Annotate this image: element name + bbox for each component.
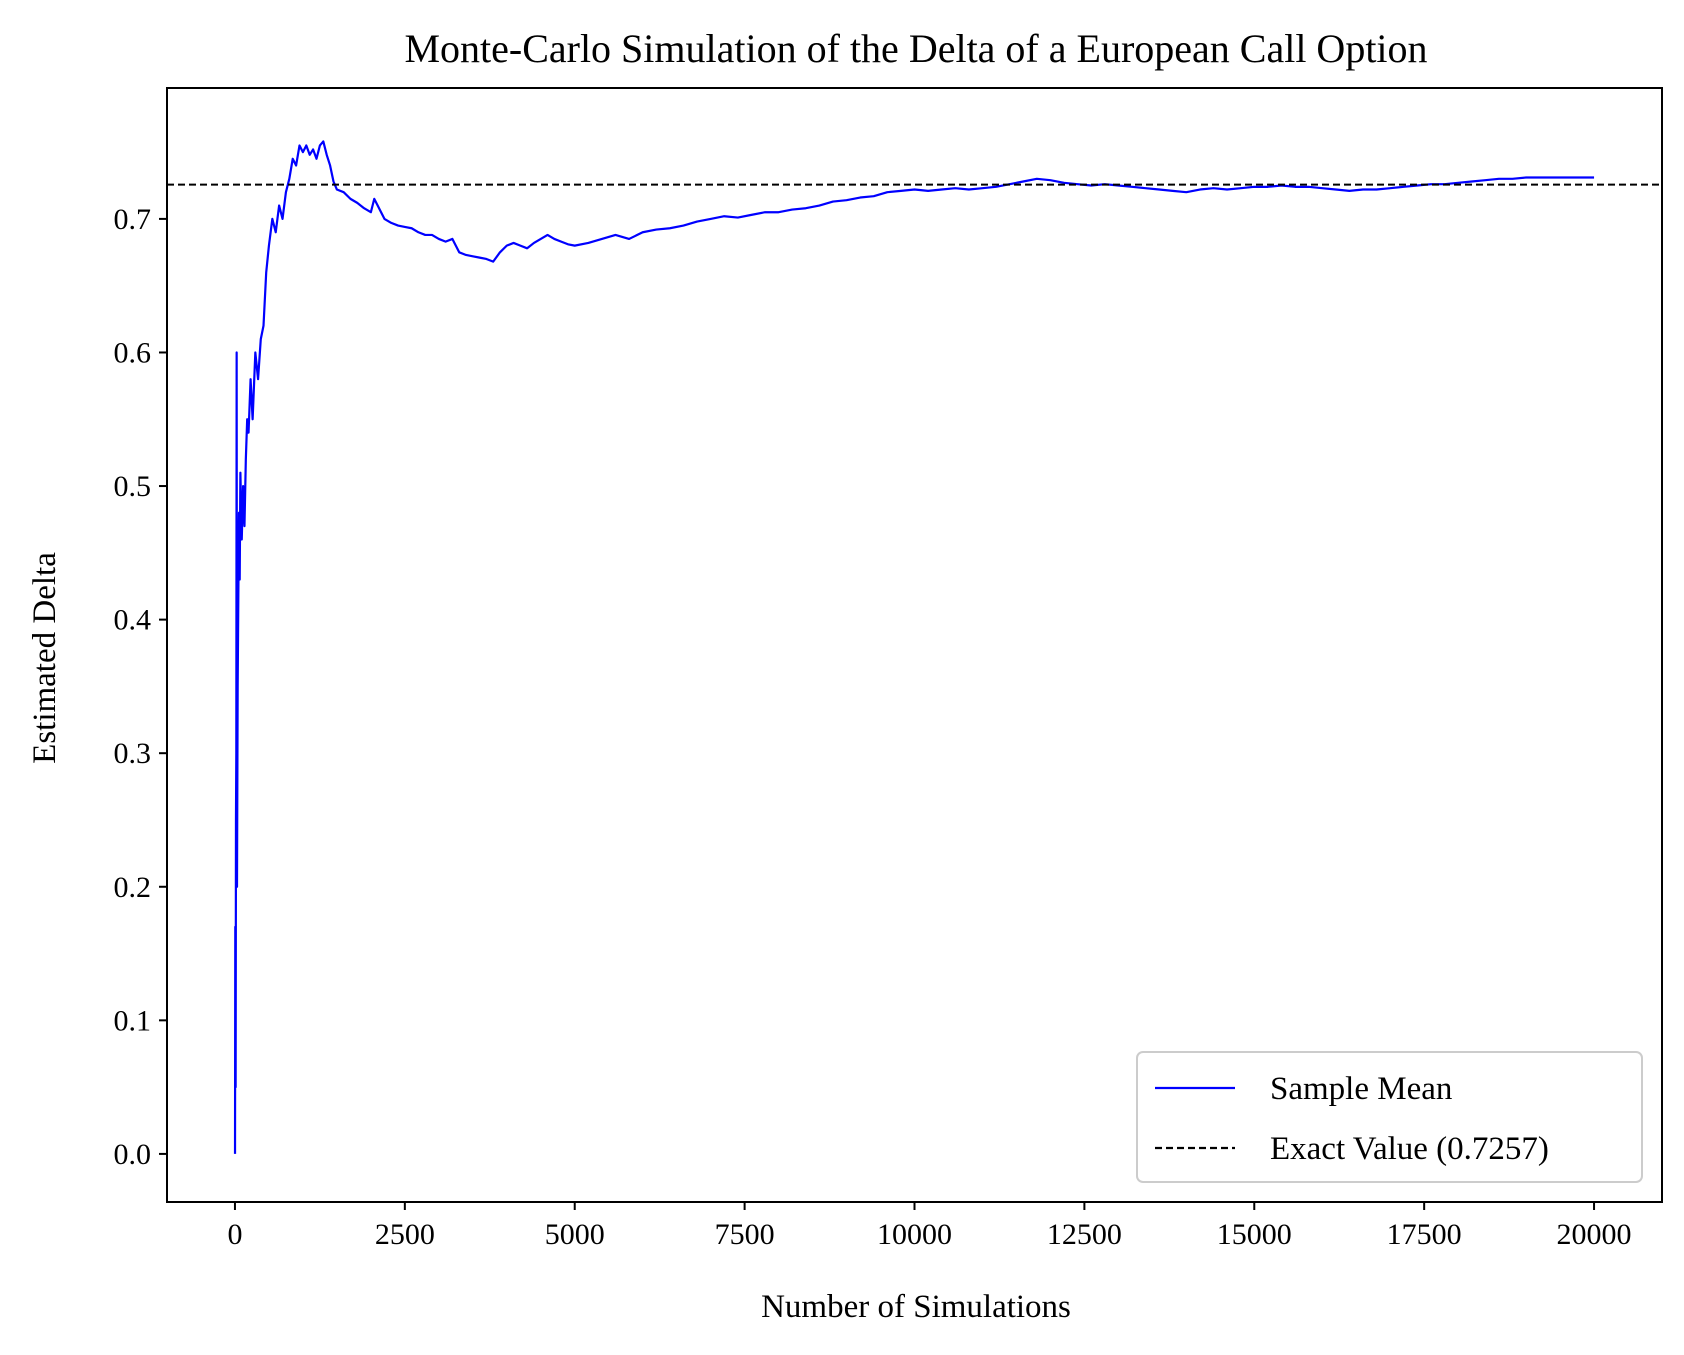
x-tick-label: 5000 xyxy=(545,1218,605,1251)
legend: Sample Mean Exact Value (0.7257) xyxy=(1136,1051,1643,1183)
plot-area xyxy=(167,140,1662,1154)
legend-box xyxy=(1136,1051,1643,1183)
y-tick-label: 0.4 xyxy=(114,604,152,637)
y-tick-label: 0.6 xyxy=(114,336,152,369)
x-tick-label: 15000 xyxy=(1217,1218,1292,1251)
y-tick-label: 0.3 xyxy=(114,737,152,770)
y-tick-label: 0.7 xyxy=(114,203,152,236)
legend-label: Exact Value (0.7257) xyxy=(1270,1131,1549,1167)
x-tick-label: 10000 xyxy=(877,1218,952,1251)
y-tick-label: 0.5 xyxy=(114,470,152,503)
series-line-sample-mean xyxy=(233,140,1595,1154)
x-axis-label: Number of Simulations xyxy=(761,1289,1071,1325)
y-axis-label: Estimated Delta xyxy=(27,552,63,764)
x-tick-label: 7500 xyxy=(715,1218,775,1251)
y-tick-label: 0.2 xyxy=(114,871,152,904)
chart-title: Monte-Carlo Simulation of the Delta of a… xyxy=(404,26,1427,71)
x-tick-label: 12500 xyxy=(1047,1218,1122,1251)
x-tick-label: 0 xyxy=(227,1218,242,1251)
y-tick-label: 0.0 xyxy=(114,1138,152,1171)
axes: 0 2500 5000 7500 10000 12500 15000 17500 20000 0.… xyxy=(114,87,1663,1251)
series-group xyxy=(167,140,1662,1154)
x-tick-label: 17500 xyxy=(1387,1218,1462,1251)
x-tick-label: 2500 xyxy=(375,1218,435,1251)
x-tick-label: 20000 xyxy=(1557,1218,1632,1251)
legend-label: Sample Mean xyxy=(1270,1071,1452,1107)
y-tick-label: 0.1 xyxy=(114,1004,152,1037)
